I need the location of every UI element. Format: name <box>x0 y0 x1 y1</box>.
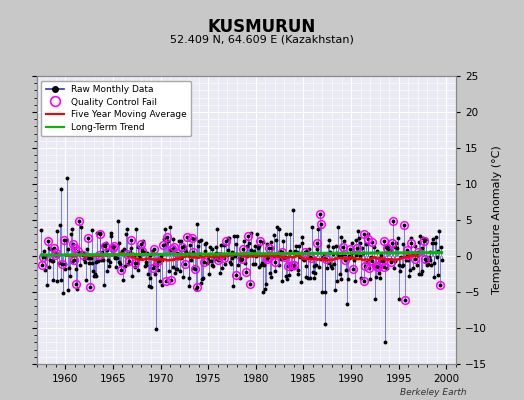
Text: Berkeley Earth: Berkeley Earth <box>400 388 466 397</box>
Text: 52.409 N, 64.609 E (Kazakhstan): 52.409 N, 64.609 E (Kazakhstan) <box>170 34 354 44</box>
Y-axis label: Temperature Anomaly (°C): Temperature Anomaly (°C) <box>493 146 503 294</box>
Legend: Raw Monthly Data, Quality Control Fail, Five Year Moving Average, Long-Term Tren: Raw Monthly Data, Quality Control Fail, … <box>41 80 191 136</box>
Text: KUSMURUN: KUSMURUN <box>208 18 316 36</box>
